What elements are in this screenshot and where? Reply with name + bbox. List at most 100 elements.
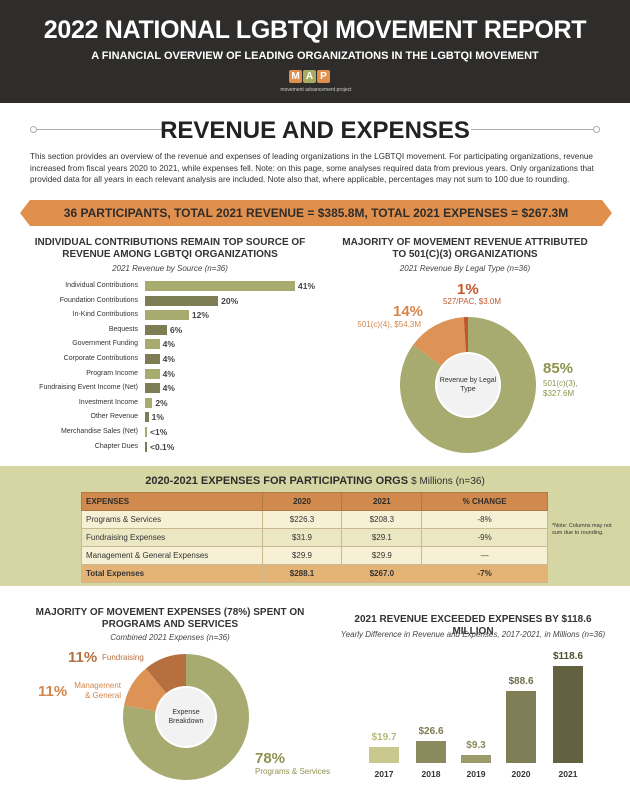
expense-breakdown-donut: [123, 654, 249, 780]
bar-value-label: 4%: [162, 339, 175, 350]
bar: [145, 339, 160, 350]
legal-type-label-501c3: 501(c)(3),: [543, 379, 578, 388]
donut-slice: [400, 317, 536, 453]
bar-value-label: 41%: [298, 281, 316, 291]
expense-pct-management: 11%: [38, 683, 68, 700]
bar: [145, 354, 160, 364]
expenses-table-unit: $ Millions (n=36): [411, 476, 485, 487]
section-title: REVENUE AND EXPENSES: [160, 117, 470, 144]
expense-label-management-line: Management: [74, 681, 121, 690]
section-title-row: REVENUE AND EXPENSES: [30, 115, 600, 145]
bar-value-label: 12%: [191, 310, 209, 321]
report-title: 2022 NATIONAL LGBTQI MOVEMENT REPORT: [43, 16, 587, 44]
table-cell: -7%: [421, 564, 548, 583]
expenses-table-title: 2020-2021 EXPENSES FOR PARTICIPATING ORG…: [0, 475, 630, 487]
report-header: 2022 NATIONAL LGBTQI MOVEMENT REPORT A F…: [0, 0, 630, 103]
bar-category-label: Corporate Contributions: [63, 355, 138, 362]
bar-category-label: Government Funding: [72, 340, 138, 348]
table-cell: -8%: [421, 510, 548, 529]
donut-slice: [145, 654, 186, 694]
year-value-label: $26.6: [418, 726, 444, 738]
bar: [145, 310, 189, 321]
year-axis-label: 2017: [374, 769, 394, 779]
table-cell: -9%: [421, 528, 548, 547]
bar: [145, 368, 160, 379]
year-bar: [416, 741, 446, 763]
legal-type-title: MAJORITY OF MOVEMENT REVENUE ATTRIBUTED …: [342, 237, 588, 260]
revenue-source-subtitle: 2021 Revenue by Source (n=36): [112, 264, 228, 273]
table-cell: Fundraising Expenses: [81, 528, 263, 547]
expenses-table: EXPENSES 2020 2021 % CHANGE Programs & S…: [81, 492, 548, 583]
logo-tagline: movement advancement project: [280, 87, 352, 93]
table-row: Programs & Services $226.3 $208.3 -8%: [81, 510, 548, 529]
year-bar: [461, 755, 491, 763]
rule-right: [471, 129, 594, 130]
map-logo: M A P movement advancement project: [276, 68, 356, 98]
year-value-label: $19.7: [371, 731, 397, 743]
table-cell: $29.1: [341, 528, 423, 547]
legal-type-pct-501c3: 85%: [543, 360, 574, 377]
bar-value-label: 6%: [169, 324, 183, 335]
bar-value-label: 4%: [162, 368, 175, 379]
logo-letter-p: P: [317, 70, 330, 83]
expense-label-management-line: & General: [84, 691, 121, 700]
bar-value-label: 4%: [162, 354, 175, 364]
expenses-table-heading: 2020-2021 EXPENSES FOR PARTICIPATING ORG…: [145, 475, 409, 487]
bar: [145, 383, 160, 394]
bar-value-label: 1%: [151, 412, 164, 423]
column-header: EXPENSES: [81, 492, 263, 511]
legal-type-pct-527: 1%: [457, 281, 479, 298]
table-cell: $226.3: [261, 510, 343, 529]
donut-slice: [124, 668, 167, 712]
expense-label-programs: Programs & Services: [255, 767, 331, 776]
expense-breakdown-center-label: Expense Breakdown: [157, 688, 215, 746]
table-cell: $288.1: [261, 564, 343, 583]
bar: [145, 281, 295, 291]
bar-category-label: Bequests: [108, 325, 138, 333]
logo-letter-m: M: [289, 70, 302, 83]
column-header: % CHANGE: [421, 492, 548, 511]
legal-type-center-label: Revenue by Legal Type: [437, 354, 499, 416]
yearly-difference-subtitle: Yearly Difference in Revenue and Expense…: [340, 630, 606, 639]
year-axis-label: 2021: [558, 769, 578, 779]
logo-letter-a: A: [303, 70, 316, 83]
bar-value-label: 2%: [155, 397, 168, 408]
bar: [145, 427, 147, 437]
column-header: 2021: [341, 492, 423, 511]
expense-breakdown-title: MAJORITY OF MOVEMENT EXPENSES (78%) SPEN…: [35, 607, 305, 630]
bar: [145, 441, 147, 452]
expense-label-fundraising: Fundraising: [102, 653, 144, 662]
year-axis-label: 2020: [511, 769, 531, 779]
donut-slice: [412, 317, 466, 366]
legal-type-label-527: 527/PAC, $3.0M: [442, 297, 502, 306]
year-bar: [553, 666, 583, 763]
year-axis-label: 2019: [466, 769, 486, 779]
table-cell: Programs & Services: [81, 510, 263, 529]
legal-type-subtitle: 2021 Revenue By Legal Type (n=36): [399, 264, 531, 273]
year-value-label: $9.3: [466, 740, 486, 752]
bar: [145, 412, 149, 423]
table-cell: $29.9: [341, 546, 423, 565]
legal-type-amount-501c3: $327.6M: [543, 389, 575, 398]
rule-end-dot-right: [593, 126, 600, 133]
table-cell: $208.3: [341, 510, 423, 529]
table-cell: $31.9: [261, 528, 343, 547]
table-header-row: EXPENSES 2020 2021 % CHANGE: [81, 492, 548, 511]
expense-pct-fundraising: 11%: [68, 649, 98, 666]
bar-category-label: Investment Income: [78, 398, 138, 406]
table-note: *Note: Columns may not sum due to roundi…: [552, 523, 612, 537]
bar: [145, 295, 219, 306]
year-value-label: $88.6: [508, 675, 534, 687]
legal-type-donut: [400, 317, 536, 453]
table-cell: —: [421, 546, 548, 565]
table-cell: Management & General Expenses: [81, 546, 263, 565]
yearly-difference-title: 2021 REVENUE EXCEEDED EXPENSES BY $118.6…: [354, 614, 592, 637]
legal-type-label-501c4: 501(c)(4), $54.3M: [357, 320, 421, 329]
bar-category-label: Merchandise Sales (Net): [60, 428, 138, 435]
donut-slice: [463, 317, 468, 353]
revenue-source-title: INDIVIDUAL CONTRIBUTIONS REMAIN TOP SOUR…: [34, 237, 306, 260]
bar-value-label: 4%: [162, 383, 175, 394]
table-row: Management & General Expenses $29.9 $29.…: [81, 546, 548, 565]
bar-category-label: Fundraising Event Income (Net): [39, 384, 138, 392]
summary-banner: 36 PARTICIPANTS, TOTAL 2021 REVENUE = $3…: [20, 200, 612, 226]
